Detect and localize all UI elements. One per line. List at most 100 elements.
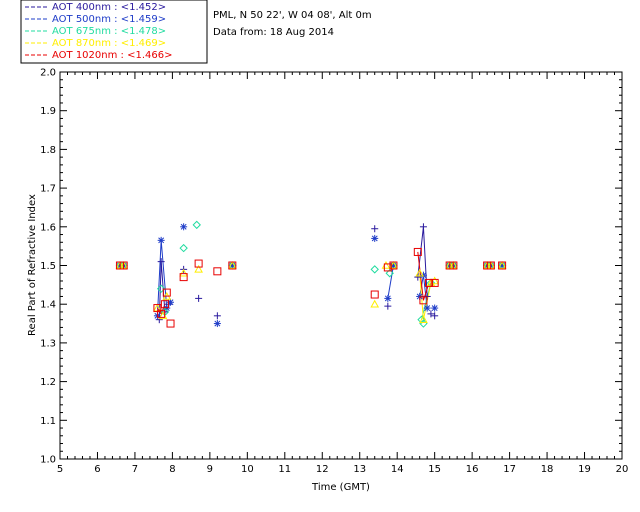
legend-entry: AOT 1020nm : <1.466> bbox=[52, 50, 172, 61]
asterisk-point-d2 bbox=[431, 305, 438, 312]
y-tick-label: 1.6 bbox=[40, 222, 56, 233]
square-point bbox=[179, 273, 188, 282]
plus-point bbox=[414, 273, 422, 281]
triangle-point bbox=[370, 299, 380, 308]
diamond-point bbox=[385, 269, 394, 278]
series-line bbox=[417, 251, 430, 301]
legend: AOT 400nm : <1.452>AOT 500nm : <1.459>AO… bbox=[20, 0, 208, 64]
x-tick-label: 18 bbox=[541, 464, 554, 475]
y-tick-label: 1.2 bbox=[40, 377, 56, 388]
square-point bbox=[498, 261, 507, 270]
x-tick-label: 8 bbox=[169, 464, 175, 475]
triangle-point bbox=[415, 268, 425, 277]
square-point bbox=[430, 278, 439, 287]
asterisk-point bbox=[384, 294, 392, 302]
diamond-point bbox=[370, 265, 379, 274]
x-tick-label: 17 bbox=[503, 464, 516, 475]
x-tick-label: 20 bbox=[616, 464, 629, 475]
square-point bbox=[413, 247, 422, 256]
triangle-point bbox=[381, 260, 391, 269]
square-point bbox=[370, 290, 379, 299]
square-point bbox=[162, 288, 171, 297]
asterisk-point-d2 bbox=[214, 320, 221, 327]
plus-point bbox=[213, 312, 221, 320]
x-tick-label: 12 bbox=[316, 464, 329, 475]
x-axis-label: Time (GMT) bbox=[311, 482, 370, 493]
diamond-point bbox=[417, 315, 426, 324]
x-tick-label: 6 bbox=[94, 464, 100, 475]
square-point bbox=[425, 278, 434, 287]
legend-entry: AOT 500nm : <1.459> bbox=[52, 14, 166, 25]
plus-point bbox=[427, 310, 435, 318]
x-tick-label: 14 bbox=[391, 464, 404, 475]
diamond-point bbox=[156, 284, 166, 293]
triangle-point bbox=[497, 260, 507, 269]
legend-items: AOT 400nm : <1.452>AOT 500nm : <1.459>AO… bbox=[25, 2, 172, 61]
legend-frame bbox=[20, 0, 208, 64]
triangle-point bbox=[194, 264, 203, 273]
asterisk-point-d2 bbox=[180, 223, 187, 230]
plot-area bbox=[59, 71, 623, 460]
square-point bbox=[119, 261, 128, 270]
site-info: PML, N 50 22', W 04 08', Alt 0m bbox=[213, 10, 372, 21]
series-points bbox=[115, 220, 507, 328]
legend-entry: AOT 870nm : <1.469> bbox=[52, 38, 166, 49]
y-axis-label: Real Part of Refractive Index bbox=[27, 194, 38, 336]
legend-entry: AOT 400nm : <1.452> bbox=[52, 2, 166, 13]
square-point bbox=[194, 259, 203, 268]
x-tick-label: 7 bbox=[132, 464, 138, 475]
asterisk-point bbox=[180, 223, 188, 231]
triangle-point bbox=[227, 260, 237, 269]
x-tick-label: 15 bbox=[428, 464, 441, 475]
series-square-group bbox=[115, 247, 507, 328]
plus-point bbox=[431, 312, 439, 320]
diamond-point bbox=[192, 220, 201, 230]
square-point bbox=[160, 300, 169, 309]
asterisk-point-d2 bbox=[420, 272, 427, 279]
series-plus-group bbox=[116, 223, 506, 324]
y-tick-label: 1.5 bbox=[40, 261, 56, 272]
y-tick-label: 1.1 bbox=[40, 416, 56, 427]
axis-ticks bbox=[59, 71, 623, 460]
x-tick-label: 13 bbox=[353, 464, 366, 475]
y-tick-labels: 1.0 1.1 1.2 1.3 1.4 1.5 1.6 1.7 1.8 1.9 2.0 bbox=[40, 68, 56, 466]
square-point bbox=[383, 263, 392, 272]
plus-point bbox=[371, 225, 379, 233]
square-point bbox=[449, 261, 458, 270]
series-diamond-group bbox=[115, 220, 507, 328]
square-point bbox=[166, 319, 175, 328]
asterisk-point bbox=[371, 234, 379, 242]
asterisk-point bbox=[431, 304, 439, 312]
x-tick-labels: 5 6 7 8 9 10 11 12 13 14 15 16 17 18 19 20 bbox=[57, 464, 629, 475]
plus-point bbox=[384, 302, 392, 310]
y-tick-label: 2.0 bbox=[40, 68, 56, 79]
y-tick-label: 1.3 bbox=[40, 338, 56, 349]
x-tick-label: 11 bbox=[278, 464, 291, 475]
square-point bbox=[157, 309, 166, 318]
asterisk-point-d2 bbox=[384, 295, 391, 302]
plus-point bbox=[419, 223, 427, 231]
asterisk-point bbox=[157, 236, 165, 244]
y-tick-label: 1.9 bbox=[40, 106, 56, 117]
y-tick-label: 1.7 bbox=[40, 184, 56, 195]
triangle-point bbox=[419, 315, 428, 323]
asterisk-point-d2 bbox=[158, 237, 165, 244]
square-point bbox=[213, 267, 222, 276]
x-tick-label: 9 bbox=[207, 464, 213, 475]
asterisk-point bbox=[213, 320, 221, 328]
asterisk-point-d2 bbox=[371, 235, 378, 242]
y-tick-label: 1.8 bbox=[40, 145, 56, 156]
plus-point bbox=[195, 294, 203, 302]
y-tick-label: 1.4 bbox=[40, 300, 56, 311]
plus-point bbox=[157, 258, 165, 266]
square-point bbox=[419, 296, 428, 305]
diamond-point bbox=[179, 243, 188, 253]
triangle-point bbox=[179, 268, 188, 277]
square-point bbox=[228, 261, 237, 270]
square-point bbox=[389, 261, 398, 270]
asterisk-point-d2 bbox=[424, 305, 431, 312]
series-line bbox=[387, 265, 394, 299]
legend-entry: AOT 675nm : <1.478> bbox=[52, 26, 166, 37]
series-asterisk-group bbox=[116, 223, 506, 328]
square-point bbox=[486, 261, 495, 270]
